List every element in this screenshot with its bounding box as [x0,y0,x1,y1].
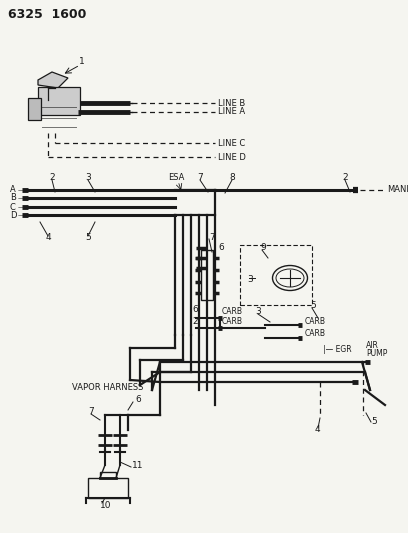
Text: AIR: AIR [366,341,379,350]
Text: 6: 6 [192,305,198,314]
Text: VAPOR HARNESS: VAPOR HARNESS [72,384,143,392]
Text: 7: 7 [88,408,94,416]
Text: 5: 5 [310,301,316,310]
Text: 4: 4 [45,233,51,243]
Text: MANIFOLD: MANIFOLD [387,185,408,195]
Text: A: A [10,185,16,195]
Text: CARB: CARB [222,318,243,327]
Text: C: C [10,203,16,212]
Bar [38,87,80,115]
Text: —: — [18,204,25,210]
Text: ESA: ESA [168,174,184,182]
Text: 2: 2 [192,318,197,327]
Text: PUMP: PUMP [366,349,387,358]
Text: LINE C: LINE C [218,139,245,148]
Text: 7: 7 [197,174,203,182]
Text: 6: 6 [135,395,141,405]
Text: 9: 9 [260,244,266,253]
Text: —: — [18,187,25,193]
Text: 5: 5 [85,233,91,243]
Text: CARB: CARB [222,308,243,317]
Bar [100,472,116,478]
Text: 6: 6 [218,244,224,253]
Text: CARB: CARB [305,318,326,327]
Text: 2: 2 [49,174,55,182]
Text: 10: 10 [100,500,111,510]
Text: LINE B: LINE B [218,99,245,108]
Text: |— EGR: |— EGR [323,345,352,354]
Text: 6325  1600: 6325 1600 [8,8,86,21]
Text: 7: 7 [209,232,215,241]
Text: —: — [18,195,25,201]
Text: 5: 5 [371,417,377,426]
Bar [88,478,128,498]
Text: 3: 3 [247,276,253,285]
Text: LINE A: LINE A [218,108,245,117]
Bar [201,250,213,300]
Text: 11: 11 [132,461,144,470]
Text: LINE D: LINE D [218,152,246,161]
Text: 1: 1 [79,58,85,67]
Text: —: — [18,212,25,218]
Bar [28,98,41,120]
Bar [240,245,312,305]
Text: 3: 3 [85,174,91,182]
Text: B: B [10,193,16,203]
Text: 4: 4 [315,425,321,434]
Polygon shape [38,72,68,88]
Text: 2: 2 [342,174,348,182]
Text: 8: 8 [229,174,235,182]
Text: CARB: CARB [305,328,326,337]
Text: D: D [10,211,16,220]
Text: 3: 3 [255,308,261,317]
